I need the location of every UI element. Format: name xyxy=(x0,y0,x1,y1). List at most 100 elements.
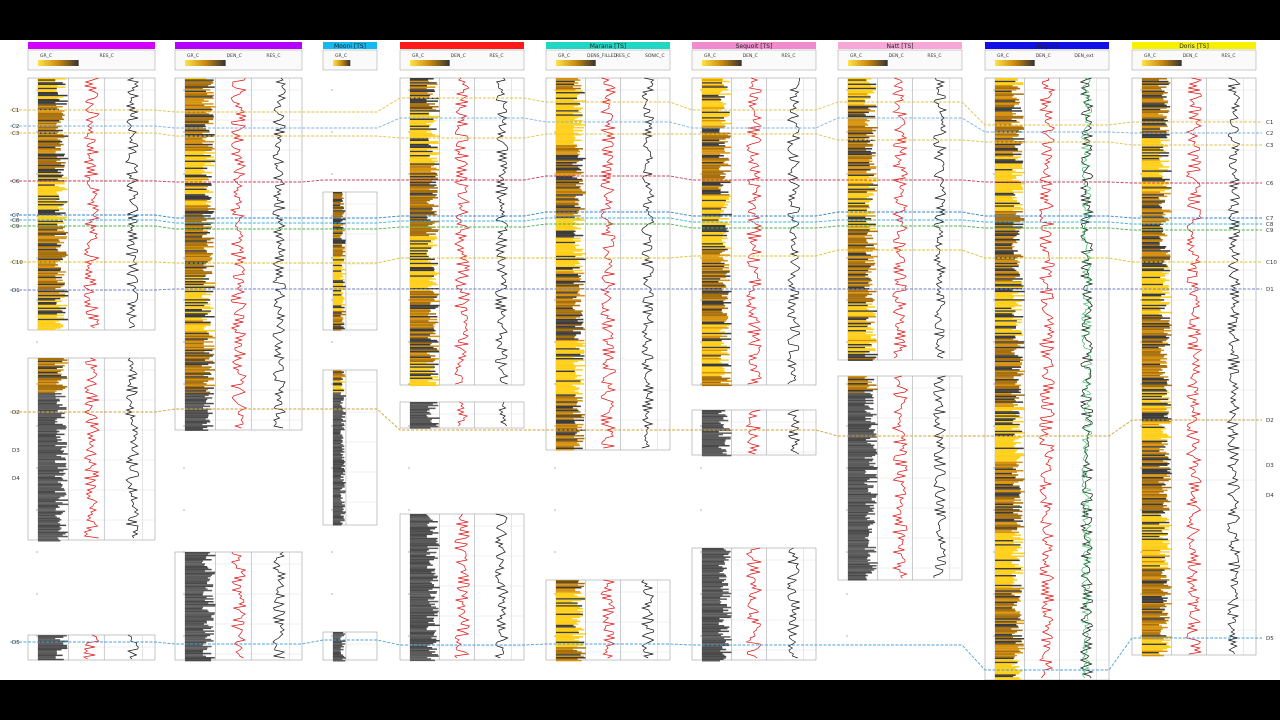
resistivity-log-curve xyxy=(125,77,140,329)
gr-log-fill xyxy=(333,370,346,526)
horizon-label-right: D4 xyxy=(1266,493,1274,499)
gr-log-fill xyxy=(702,78,732,387)
log-name: RES_C xyxy=(1221,53,1235,59)
log-name: RES_C xyxy=(266,53,280,59)
well-header-bar[interactable] xyxy=(175,42,302,49)
density-log-curve xyxy=(599,77,617,449)
well-track-6[interactable]: Sequoit [TS] GR_C DEN_C RES_C xyxy=(691,42,817,662)
well-correlation-panel[interactable]: GR_C RES_C GR_C DEN_C RES_C Mooni [TS] GR_C GR_… xyxy=(0,40,1280,680)
horizon-label-left: D3 xyxy=(12,448,20,454)
log-name: SONIC_C xyxy=(645,53,665,59)
horizon-label-right: D1 xyxy=(1266,287,1274,293)
log-name: GR_C xyxy=(187,53,199,59)
horizon-line[interactable] xyxy=(10,223,1262,231)
well-header-bar[interactable] xyxy=(323,42,377,49)
log-name: DEN_C xyxy=(227,53,242,59)
well-header-bar[interactable] xyxy=(838,42,962,49)
density-log-curve xyxy=(891,375,909,579)
well-name: Mooni [TS] xyxy=(334,43,366,50)
horizon-label-left: C2 xyxy=(12,124,19,130)
horizon-line[interactable] xyxy=(10,408,1262,437)
well-track-7[interactable]: Natt [TS] GR_C DEN_C RES_C xyxy=(837,42,963,637)
horizon-label-left: C7 xyxy=(12,213,20,219)
well-track-8[interactable]: Sequoit GR_C DEN_C DEN_ext xyxy=(984,42,1110,680)
resistivity-log-curve xyxy=(786,77,801,385)
resistivity-log-curve xyxy=(127,634,139,660)
log-name: RES_C xyxy=(927,53,941,59)
well-track-9[interactable]: Doris [TS] GR_C DEN_C RES_C xyxy=(1131,42,1257,657)
resistivity-log-curve xyxy=(494,513,509,659)
horizon-label-right: C6 xyxy=(1266,181,1274,187)
horizon-label-right: C3 xyxy=(1266,143,1274,149)
density-log-curve xyxy=(83,357,100,539)
well-track-2[interactable]: GR_C DEN_C RES_C xyxy=(174,42,303,662)
well-track-1[interactable]: GR_C RES_C xyxy=(27,42,156,661)
resistivity-log-curve xyxy=(786,547,800,659)
gr-color-scale xyxy=(410,60,450,66)
horizon-label-left: D1 xyxy=(12,288,20,294)
horizon-line[interactable] xyxy=(10,217,1262,225)
log-name: DEN_C xyxy=(1183,53,1198,59)
gr-color-scale xyxy=(333,60,351,66)
resistivity-log-curve xyxy=(1079,77,1095,679)
log-name: RES_C xyxy=(781,53,795,59)
horizon-line[interactable] xyxy=(10,637,1262,671)
horizon-label-right: C9 xyxy=(1266,228,1274,234)
density-log-curve xyxy=(454,513,470,659)
well-header-bar[interactable] xyxy=(400,42,524,49)
gr-log-fill xyxy=(848,376,878,581)
log-name: RES_C xyxy=(616,53,630,59)
well-track-4[interactable]: GR_C DEN_C RES_C xyxy=(399,42,525,662)
gr-color-scale xyxy=(38,60,79,66)
gr-log-fill xyxy=(702,548,732,662)
horizon-label-left: C6 xyxy=(12,179,20,185)
horizon-line[interactable] xyxy=(10,288,1262,291)
horizon-line[interactable] xyxy=(10,132,1262,146)
gr-log-fill xyxy=(38,635,68,661)
density-log-curve xyxy=(745,547,763,659)
well-header-bar[interactable] xyxy=(28,42,155,49)
density-log-curve xyxy=(230,551,247,659)
log-name: GR_C xyxy=(704,53,716,59)
horizon-line[interactable] xyxy=(10,97,1262,126)
well-header-bar[interactable] xyxy=(692,42,816,49)
density-log-curve xyxy=(892,77,908,359)
well-track-3[interactable]: Mooni [TS] GR_C xyxy=(322,42,378,662)
gr-log-fill xyxy=(185,78,216,431)
well-header-bar[interactable] xyxy=(1132,42,1256,49)
log-segment xyxy=(322,191,378,331)
well-header-bar[interactable] xyxy=(985,42,1109,49)
horizon-label-right: C7 xyxy=(1266,216,1274,222)
density-log-curve xyxy=(82,634,100,660)
log-segment xyxy=(322,369,378,526)
horizon-line[interactable] xyxy=(10,175,1262,184)
horizon-label-right: C8 xyxy=(1266,222,1274,228)
gr-color-scale xyxy=(185,60,226,66)
gr-log-fill xyxy=(333,192,346,331)
horizon-label-left: D5 xyxy=(12,640,20,646)
gr-log-fill xyxy=(410,78,440,387)
horizon-label-right: C1 xyxy=(1266,120,1273,126)
gr-log-fill xyxy=(1142,78,1172,657)
horizon-line[interactable] xyxy=(10,211,1262,219)
gr-log-fill xyxy=(702,410,732,457)
log-name: DENS_FILLED xyxy=(587,53,618,59)
log-name: RES_C xyxy=(100,53,114,59)
horizon-line[interactable] xyxy=(10,117,1262,134)
density-log-curve xyxy=(1185,77,1203,655)
density-log-curve xyxy=(83,77,101,329)
log-name: GR_C xyxy=(412,53,424,59)
log-name: GR_C xyxy=(40,53,52,59)
well-header-bar[interactable] xyxy=(546,42,670,49)
resistivity-log-curve xyxy=(932,77,948,359)
gr-log-fill xyxy=(410,514,440,662)
horizon-label-right: C2 xyxy=(1266,131,1273,137)
horizon-label-left: C8 xyxy=(12,218,20,224)
well-name: Sequoit [TS] xyxy=(736,43,773,50)
log-name: GR_C xyxy=(850,53,862,59)
density-log-curve xyxy=(1038,77,1056,679)
density-log-curve xyxy=(600,579,617,659)
horizon-label-right: D2 xyxy=(1266,418,1274,424)
horizon-line[interactable] xyxy=(10,249,1262,264)
